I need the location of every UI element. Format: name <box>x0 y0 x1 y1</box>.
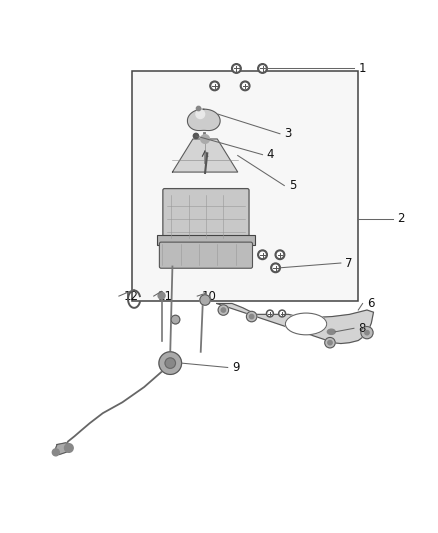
Circle shape <box>221 308 226 312</box>
Circle shape <box>260 252 265 257</box>
Circle shape <box>159 352 182 375</box>
Circle shape <box>268 312 272 316</box>
Text: 11: 11 <box>158 289 173 303</box>
Text: 9: 9 <box>232 361 240 374</box>
Circle shape <box>271 263 280 272</box>
Ellipse shape <box>286 313 327 335</box>
Circle shape <box>64 443 73 453</box>
Circle shape <box>232 63 241 73</box>
Bar <box>132 71 358 301</box>
Text: 6: 6 <box>367 297 374 310</box>
Text: 4: 4 <box>267 148 274 161</box>
Polygon shape <box>173 139 238 172</box>
Circle shape <box>52 449 59 456</box>
Text: 12: 12 <box>123 289 138 303</box>
Text: 3: 3 <box>284 127 292 140</box>
Circle shape <box>243 83 248 88</box>
Circle shape <box>171 315 180 324</box>
Circle shape <box>365 330 369 335</box>
Circle shape <box>260 66 265 71</box>
Polygon shape <box>55 443 71 455</box>
Circle shape <box>210 81 219 91</box>
Circle shape <box>275 250 285 260</box>
Circle shape <box>280 312 284 316</box>
Circle shape <box>158 292 165 299</box>
Text: 2: 2 <box>397 212 405 225</box>
FancyBboxPatch shape <box>163 189 249 244</box>
Circle shape <box>165 358 176 368</box>
Circle shape <box>273 265 278 270</box>
Circle shape <box>250 314 254 319</box>
Circle shape <box>279 310 286 317</box>
Circle shape <box>234 66 239 71</box>
Circle shape <box>200 295 210 305</box>
Ellipse shape <box>327 329 335 334</box>
Circle shape <box>212 83 217 88</box>
Circle shape <box>328 341 332 345</box>
Circle shape <box>325 337 335 348</box>
Circle shape <box>196 107 201 111</box>
Circle shape <box>361 327 373 339</box>
Circle shape <box>196 110 205 118</box>
Circle shape <box>266 310 273 317</box>
Circle shape <box>277 252 283 257</box>
Circle shape <box>258 63 267 73</box>
Text: 1: 1 <box>358 62 366 75</box>
Circle shape <box>218 305 229 315</box>
Circle shape <box>193 133 198 139</box>
Text: 7: 7 <box>345 256 353 270</box>
Text: 10: 10 <box>201 289 216 303</box>
Bar <box>157 235 255 245</box>
Circle shape <box>247 311 257 322</box>
Circle shape <box>240 81 250 91</box>
Polygon shape <box>217 303 374 344</box>
Polygon shape <box>187 109 220 131</box>
Circle shape <box>258 250 267 260</box>
Text: 8: 8 <box>358 322 366 335</box>
Text: 5: 5 <box>289 179 296 192</box>
Circle shape <box>201 135 209 143</box>
FancyBboxPatch shape <box>159 242 253 268</box>
